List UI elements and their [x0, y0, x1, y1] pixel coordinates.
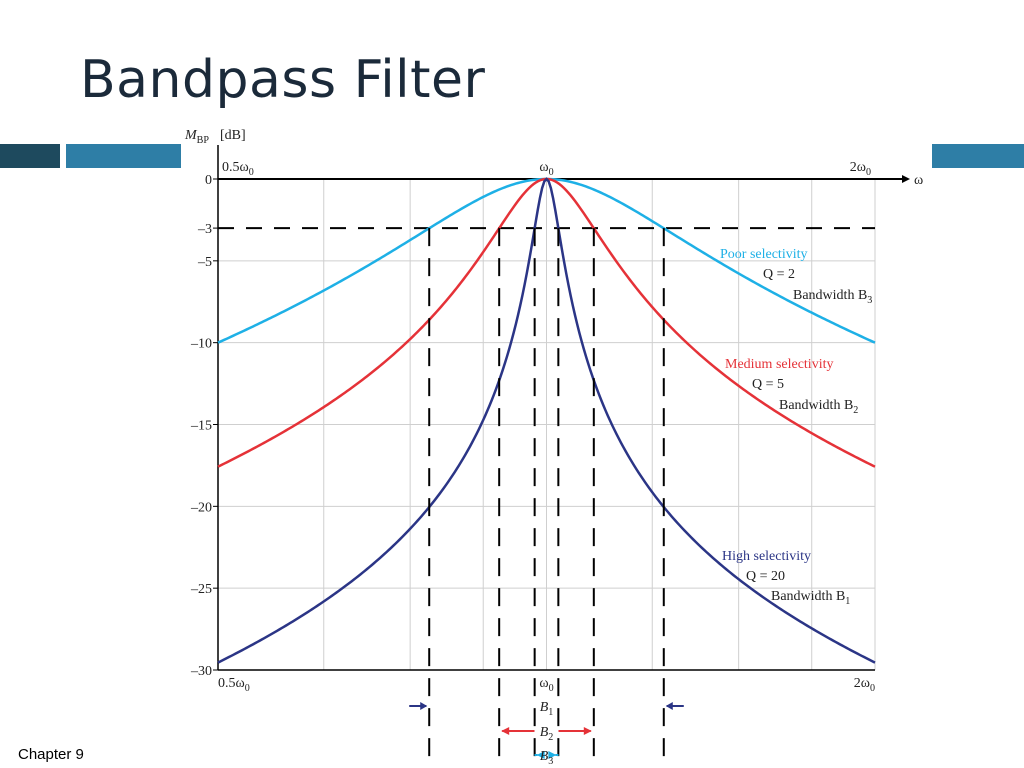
series-label-poor-selectivity: Poor selectivity	[720, 247, 808, 262]
x-axis-arrowhead	[902, 175, 910, 183]
series-q-medium-selectivity: Q = 5	[752, 377, 784, 392]
footer-chapter: Chapter 9	[18, 746, 84, 763]
bandwidth-marker-b1-left-arrow	[420, 702, 428, 710]
series-q-high-selectivity: Q = 20	[746, 569, 785, 584]
y-tick-label-4: –15	[190, 419, 212, 434]
y-tick-label-5: –20	[190, 500, 212, 515]
y-tick-label-0: 0	[205, 173, 212, 188]
y-tick-label-1: –3	[197, 222, 212, 237]
y-axis-unit: [dB]	[220, 128, 246, 143]
bandwidth-marker-b2-label: B2	[540, 725, 554, 743]
x-tick-label-bottom-0: 0.5ω0	[218, 676, 250, 694]
bandwidth-marker-b3-label: B3	[540, 749, 554, 767]
y-axis-label: MBP	[184, 128, 209, 146]
bandwidth-marker-b2-right-arrow	[583, 727, 592, 735]
header-bar-left	[66, 144, 181, 168]
x-axis-label: ω	[914, 173, 923, 188]
header-bar-right	[932, 144, 1024, 168]
bandwidth-marker-b3-left-arrow	[536, 751, 545, 759]
bandwidth-marker-b2-left-arrow	[501, 727, 510, 735]
x-tick-label-bottom-1: ω0	[539, 676, 553, 694]
slide-title: Bandpass Filter	[80, 50, 486, 110]
x-tick-label-top-1: ω0	[539, 160, 553, 178]
series-label-medium-selectivity: Medium selectivity	[725, 357, 833, 372]
bandwidth-marker-b3-right-arrow	[548, 751, 557, 759]
x-tick-label-bottom-2: 2ω0	[854, 676, 875, 694]
series-q-poor-selectivity: Q = 2	[763, 267, 795, 282]
x-tick-label-top-2: 2ω0	[850, 160, 871, 178]
series-bandwidth-poor-selectivity: Bandwidth B3	[793, 288, 872, 306]
y-tick-label-6: –25	[190, 582, 212, 597]
y-tick-label-2: –5	[197, 255, 212, 270]
bandwidth-marker-b1-right-arrow	[665, 702, 673, 710]
header-bar-dark	[0, 144, 60, 168]
series-label-high-selectivity: High selectivity	[722, 549, 811, 564]
x-tick-label-top-0: 0.5ω0	[222, 160, 254, 178]
y-tick-label-3: –10	[190, 337, 212, 352]
series-bandwidth-medium-selectivity: Bandwidth B2	[779, 398, 858, 416]
series-line-high-selectivity	[217, 177, 876, 664]
y-tick-label-7: –30	[190, 664, 212, 679]
series-bandwidth-high-selectivity: Bandwidth B1	[771, 589, 850, 607]
bandwidth-marker-b1-label: B1	[540, 700, 554, 718]
